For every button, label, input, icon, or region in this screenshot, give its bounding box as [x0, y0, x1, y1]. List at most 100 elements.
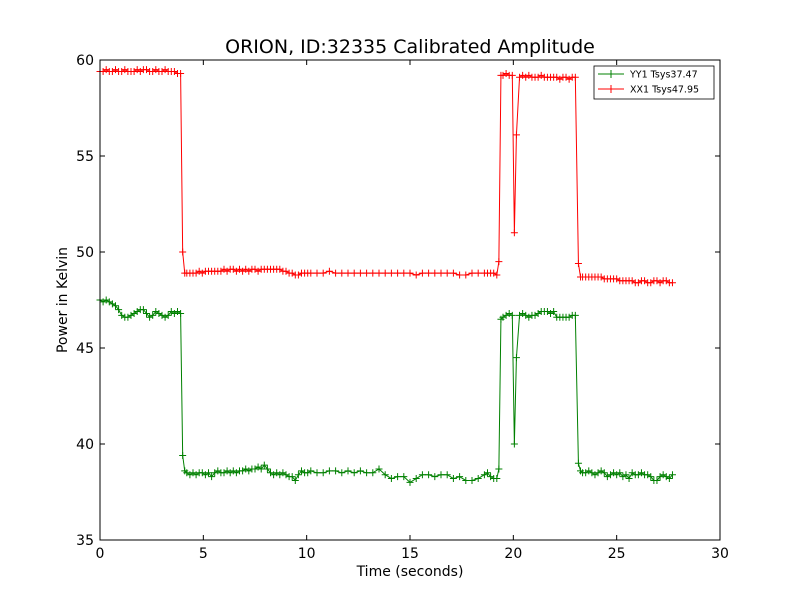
- data-point: [356, 269, 364, 277]
- data-point: [512, 131, 520, 139]
- data-point: [307, 269, 315, 277]
- data-point: [205, 469, 212, 477]
- legend-marker: [607, 85, 615, 93]
- data-point: [332, 467, 340, 475]
- data-point: [208, 473, 216, 481]
- data-point: [508, 71, 516, 79]
- data-point: [387, 269, 395, 277]
- data-point: [616, 469, 624, 477]
- data-point: [149, 311, 157, 319]
- data-point: [356, 467, 364, 475]
- data-point: [139, 306, 147, 314]
- data-point: [350, 269, 358, 277]
- y-axis-label: Power in Kelvin: [55, 247, 71, 353]
- chart-title: ORION, ID:32335 Calibrated Amplitude: [225, 36, 595, 58]
- data-point: [350, 469, 358, 477]
- data-point: [456, 473, 464, 481]
- data-point: [307, 467, 315, 475]
- x-tick-label: 0: [96, 546, 105, 562]
- data-point: [571, 73, 579, 81]
- data-point: [443, 471, 451, 479]
- data-point: [313, 269, 321, 277]
- data-point: [431, 473, 439, 481]
- data-point: [115, 306, 123, 314]
- data-point: [425, 471, 433, 479]
- data-point: [495, 465, 503, 473]
- x-axis: 0 5 10 15 20 25 30: [96, 60, 729, 562]
- data-point: [291, 476, 299, 484]
- data-point: [510, 440, 518, 448]
- data-point: [381, 471, 389, 479]
- data-point: [344, 269, 352, 277]
- data-point: [668, 471, 676, 479]
- x-tick-label: 5: [199, 546, 208, 562]
- data-point: [512, 354, 520, 362]
- y-tick-label: 40: [76, 437, 94, 453]
- y-tick-label: 45: [76, 341, 94, 357]
- data-point: [622, 471, 630, 479]
- x-tick-label: 15: [401, 546, 419, 562]
- plot-area: [100, 60, 720, 540]
- data-point: [143, 309, 150, 317]
- data-point: [495, 258, 503, 266]
- data-point: [179, 452, 187, 460]
- data-point: [647, 473, 655, 481]
- data-point: [344, 467, 352, 475]
- data-point: [653, 476, 661, 484]
- data-point: [574, 260, 582, 268]
- data-point: [319, 269, 327, 277]
- data-point: [493, 271, 501, 279]
- data-point: [406, 478, 414, 486]
- data-point: [394, 269, 402, 277]
- data-point: [449, 269, 457, 277]
- data-point: [418, 471, 426, 479]
- data-point: [260, 461, 268, 469]
- data-point: [462, 476, 470, 484]
- data-point: [177, 69, 185, 77]
- y-tick-label: 55: [76, 149, 94, 165]
- data-point: [387, 475, 395, 483]
- x-axis-label: Time (seconds): [356, 564, 464, 580]
- data-point: [412, 475, 420, 483]
- data-point: [375, 269, 383, 277]
- data-point: [668, 279, 676, 287]
- data-point: [456, 271, 464, 279]
- data-point: [508, 311, 516, 319]
- data-point: [406, 269, 414, 277]
- data-point: [484, 469, 491, 477]
- series-layer: [96, 66, 676, 486]
- series-1: [96, 296, 676, 486]
- x-tick-label: 30: [711, 546, 729, 562]
- data-point: [325, 267, 333, 275]
- y-axis: 35 40 45 50 55 60: [76, 53, 720, 549]
- data-point: [468, 476, 476, 484]
- data-point: [437, 269, 445, 277]
- data-point: [600, 469, 608, 477]
- data-point: [443, 269, 451, 277]
- data-point: [257, 465, 265, 473]
- data-point: [510, 229, 518, 237]
- data-point: [468, 269, 476, 277]
- data-point: [431, 269, 439, 277]
- data-point: [179, 248, 187, 256]
- data-point: [437, 471, 445, 479]
- data-point: [474, 475, 482, 483]
- data-point: [369, 269, 377, 277]
- data-point: [418, 269, 426, 277]
- x-tick-label: 25: [608, 546, 626, 562]
- data-point: [325, 467, 333, 475]
- data-point: [332, 269, 340, 277]
- x-tick-label: 20: [504, 546, 522, 562]
- data-point: [381, 269, 389, 277]
- data-point: [665, 475, 673, 483]
- data-point: [412, 271, 420, 279]
- plot-background: [100, 60, 720, 540]
- data-point: [625, 475, 633, 483]
- data-point: [400, 269, 408, 277]
- data-point: [263, 465, 271, 473]
- data-point: [294, 471, 302, 479]
- data-point: [177, 309, 185, 317]
- data-point: [574, 459, 582, 467]
- data-point: [313, 469, 321, 477]
